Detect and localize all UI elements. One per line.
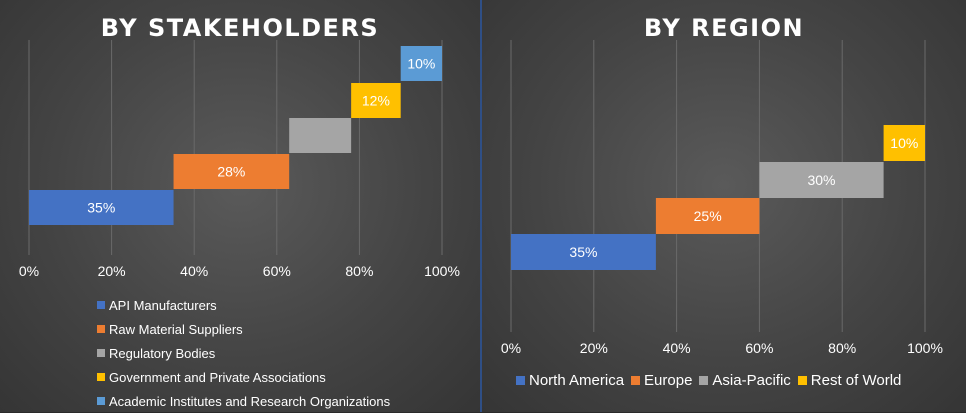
region-bar	[883, 125, 925, 161]
region-data-label: 35%	[569, 244, 597, 260]
region-chart-panel: BY REGION 0% 20% 40% 60% 80% 100% 35% 25% 30% 10%…	[482, 0, 966, 412]
stakeholders-bar	[173, 154, 290, 189]
stakeholders-legend-swatch	[97, 301, 105, 309]
stakeholders-legend-swatch	[97, 373, 105, 381]
region-legend-label: Asia-Pacific	[712, 372, 791, 389]
stakeholders-data-label: 35%	[87, 200, 115, 216]
region-legend-swatch	[699, 376, 709, 385]
region-x-tick-label: 40%	[663, 340, 691, 356]
stakeholders-legend-item: Raw Material Suppliers	[97, 317, 390, 341]
region-bar	[511, 234, 656, 270]
stakeholders-x-tick-label: 0%	[19, 263, 39, 279]
stakeholders-legend-label: API Manufacturers	[109, 297, 217, 313]
region-bar	[655, 198, 760, 234]
region-legend-label: North America	[529, 372, 625, 389]
stakeholders-chart-title: BY STAKEHOLDERS	[100, 14, 380, 42]
region-legend-label: Rest of World	[810, 372, 902, 389]
stakeholders-data-label: 28%	[217, 164, 245, 180]
stakeholders-legend: API Manufacturers Raw Material Suppliers R…	[97, 293, 390, 413]
region-x-tick-label: 100%	[907, 340, 943, 356]
stakeholders-legend-label: Raw Material Suppliers	[109, 321, 243, 337]
stakeholders-legend-item: API Manufacturers	[97, 293, 390, 317]
region-data-label: 30%	[807, 172, 835, 188]
region-legend-label: Europe	[644, 372, 693, 389]
stakeholders-legend-item: Government and Private Associations	[97, 365, 390, 389]
region-legend-swatch	[797, 376, 807, 385]
stakeholders-x-tick-label: 20%	[98, 263, 126, 279]
stakeholders-x-tick-label: 80%	[345, 263, 373, 279]
stakeholders-legend-swatch	[97, 397, 105, 405]
region-bar	[759, 162, 884, 198]
region-legend-item: Rest of World	[797, 372, 902, 389]
stakeholders-bar	[351, 83, 401, 118]
region-legend-swatch	[516, 376, 525, 385]
region-x-tick-label: 60%	[745, 340, 773, 356]
region-chart-plot: 0% 20% 40% 60% 80% 100% 35% 25% 30% 10%	[501, 40, 943, 356]
stakeholders-data-label: 10%	[407, 56, 435, 72]
stakeholders-x-tick-label: 40%	[180, 263, 208, 279]
region-x-tick-label: 80%	[828, 340, 856, 356]
stakeholders-bar	[400, 46, 442, 81]
region-legend-item: North America	[516, 372, 624, 389]
stakeholders-legend-item: Regulatory Bodies	[97, 341, 390, 365]
panel-divider	[480, 0, 482, 412]
stakeholders-chart-plot: 0% 20% 40% 60% 80% 100% 35% 28% 12% 10%	[19, 40, 460, 279]
region-data-label: 10%	[890, 135, 918, 151]
region-legend-item: Asia-Pacific	[699, 372, 791, 389]
stakeholders-legend-label: Regulatory Bodies	[109, 345, 216, 361]
region-legend: North America Europe Asia-Pacific Rest of W…	[516, 372, 908, 389]
region-legend-swatch	[631, 376, 641, 385]
stakeholders-legend-label: Academic Institutes and Research Organiz…	[109, 393, 391, 409]
stakeholders-legend-swatch	[97, 349, 105, 357]
stakeholders-x-tick-label: 60%	[263, 263, 291, 279]
region-legend-item: Europe	[631, 372, 692, 389]
stakeholders-bar	[29, 190, 174, 225]
stakeholders-bar	[289, 118, 352, 153]
region-data-label: 25%	[694, 208, 722, 224]
stakeholders-x-tick-label: 100%	[424, 263, 460, 279]
stakeholders-data-label: 12%	[362, 93, 390, 109]
stakeholders-legend-item: Academic Institutes and Research Organiz…	[97, 389, 390, 413]
region-x-tick-label: 20%	[580, 340, 608, 356]
stakeholders-legend-swatch	[97, 325, 105, 333]
region-chart-title: BY REGION	[643, 14, 805, 42]
stakeholders-chart-panel: BY STAKEHOLDERS 0% 20% 40% 60% 80% 100% 35% 28%…	[0, 0, 480, 412]
stakeholders-legend-label: Government and Private Associations	[109, 369, 326, 385]
region-x-tick-label: 0%	[501, 340, 521, 356]
